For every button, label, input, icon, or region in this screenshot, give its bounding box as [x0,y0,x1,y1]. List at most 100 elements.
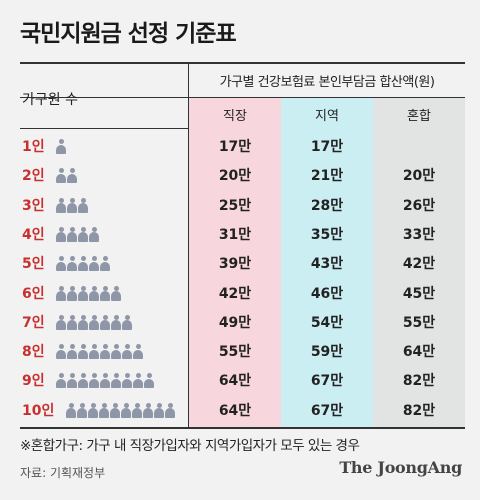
person-icon [111,344,121,360]
person-icon [67,226,77,242]
person-icon [56,168,66,184]
person-icon [77,402,87,418]
person-icon [56,197,66,213]
value-mixed: 20만 [402,168,436,185]
value-mixed: 82만 [402,402,436,419]
person-icon [56,373,66,389]
person-icon [67,256,77,272]
column-regional-bg [281,98,373,427]
page-title: 국민지원금 선정 기준표 [20,21,237,47]
value-workplace: 17만 [218,139,252,155]
value-regional: 43만 [310,256,344,273]
value-regional: 21만 [310,168,344,185]
person-icon [66,402,76,418]
value-mixed: 26만 [402,197,436,214]
person-icon [132,402,142,418]
person-icon [100,314,110,330]
person-icon [122,314,132,330]
group-header: 가구별 건강보험료 본인부담금 합산액(원) [219,75,435,90]
person-icon [67,168,77,184]
value-regional: 67만 [310,373,344,390]
value-workplace: 64만 [218,373,252,390]
person-icon [56,226,66,242]
household-people-icons [56,337,143,360]
group-header-rule [20,97,465,98]
household-size-label: 3인 [22,197,45,214]
person-icon [122,373,132,389]
column-mixed-bg [373,98,465,427]
household-people-icons [66,396,175,418]
household-size-label: 6인 [22,285,45,302]
household-size-label: 5인 [22,256,45,273]
person-icon [89,256,99,272]
value-mixed: 45만 [402,285,436,302]
brand-logo: The JoongAng [339,458,462,477]
person-icon [133,373,143,389]
value-mixed: 82만 [402,373,436,390]
person-icon [154,402,164,418]
value-mixed: 64만 [402,344,436,361]
household-people-icons [56,308,132,330]
person-icon [56,344,66,360]
person-icon [67,314,77,330]
person-icon [56,139,66,154]
person-icon [111,373,121,389]
person-icon [100,256,110,272]
person-icon [100,373,110,389]
value-mixed: 42만 [402,256,436,273]
person-icon [78,373,88,389]
value-regional: 46만 [310,285,344,302]
person-icon [89,373,99,389]
value-regional: 35만 [310,226,344,243]
person-icon [78,314,88,330]
person-icon [100,285,110,301]
column-workplace-bg [189,98,281,427]
person-icon [89,314,99,330]
value-regional: 67만 [310,402,344,419]
column-header-workplace: 직장 [223,109,247,124]
value-regional: 54만 [310,314,344,331]
person-icon [67,373,77,389]
household-size-label: 2인 [22,168,45,185]
household-size-label: 1인 [22,139,45,155]
value-workplace: 31만 [218,226,252,243]
value-workplace: 42만 [218,285,252,302]
category-divider [188,64,189,427]
person-icon [78,256,88,272]
household-size-label: 9인 [22,373,45,390]
table-bottom-rule [20,427,465,429]
person-icon [111,314,121,330]
value-regional: 17만 [310,139,344,155]
person-icon [99,402,109,418]
person-icon [78,285,88,301]
household-size-label: 4인 [22,226,45,243]
value-regional: 28만 [310,197,344,214]
person-icon [67,285,77,301]
value-workplace: 55만 [218,344,252,361]
person-icon [110,402,120,418]
source-credit: 자료: 기획재정부 [20,466,106,480]
person-icon [67,197,77,213]
value-workplace: 49만 [218,314,252,331]
value-workplace: 20만 [218,168,252,185]
household-people-icons [56,279,121,301]
value-workplace: 64만 [218,402,252,419]
person-icon [67,344,77,360]
value-regional: 59만 [310,344,344,361]
person-icon [78,197,88,213]
person-icon [56,314,66,330]
household-people-icons [56,132,66,154]
person-icon [133,344,143,360]
household-people-icons [56,249,110,272]
person-icon [89,344,99,360]
person-icon [143,402,153,418]
table-top-rule [20,62,465,64]
column-header-mixed: 혼합 [407,109,431,124]
value-workplace: 39만 [218,256,252,273]
person-icon [56,285,66,301]
person-icon [89,226,99,242]
household-people-icons [56,220,99,242]
footnote: ※혼합가구: 가구 내 직장가입자와 지역가입자가 모두 있는 경우 [20,438,360,454]
household-people-icons [56,191,88,213]
household-people-icons [56,366,154,389]
